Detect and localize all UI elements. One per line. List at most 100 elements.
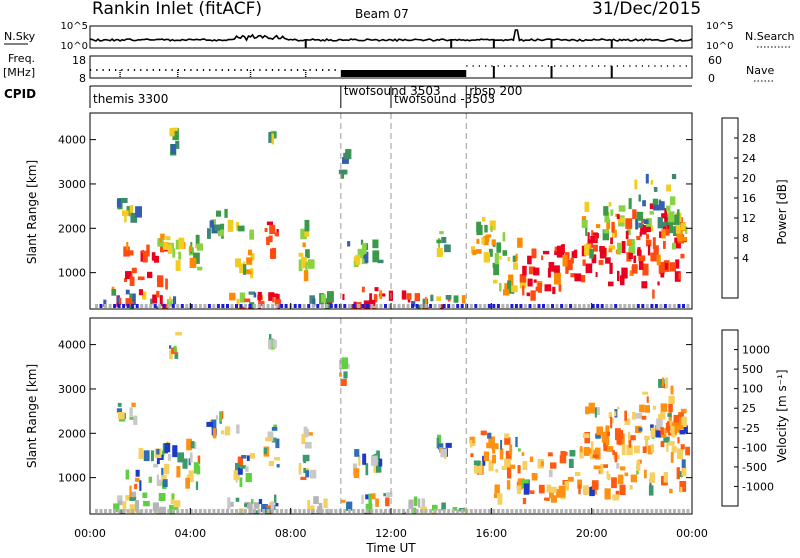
x-tick-label: 00:00: [74, 527, 106, 540]
ground-cell: [235, 304, 238, 308]
ground-cell: [258, 304, 261, 308]
scatter-cell: [493, 280, 498, 284]
ground-cell: [659, 509, 662, 513]
ground-cell: [655, 304, 658, 308]
scatter-cell: [559, 285, 562, 292]
ground-cell: [551, 304, 554, 308]
ground-cell: [100, 304, 103, 308]
scatter-cell: [270, 249, 273, 258]
scatter-cell: [227, 497, 230, 509]
scatter-cell: [118, 412, 125, 419]
scatter-cell: [258, 292, 262, 300]
ground-cell: [529, 509, 532, 513]
ground-cell: [348, 509, 351, 513]
beam-title: Beam 07: [355, 7, 409, 21]
scatter-cell: [402, 290, 407, 299]
colorbar-tick-label: 25: [742, 402, 756, 415]
ground-cell: [231, 509, 234, 513]
scatter-cell: [341, 500, 346, 503]
scatter-cell: [509, 445, 512, 456]
scatter-cell: [265, 228, 268, 232]
scatter-cell: [305, 220, 310, 232]
ground-cell: [501, 304, 504, 308]
scatter-cell: [571, 258, 574, 264]
noise-tick-bottom-right: 10^0: [706, 41, 733, 52]
ground-cell: [298, 509, 301, 513]
scatter-cell: [599, 470, 601, 474]
ground-cell: [542, 304, 545, 308]
scatter-cell: [671, 434, 675, 438]
scatter-cell: [254, 502, 260, 509]
scatter-cell: [496, 242, 501, 252]
ground-cell: [231, 304, 234, 308]
ground-cell: [258, 509, 261, 513]
ground-cell: [456, 304, 459, 308]
colorbar-tick-label: -500: [742, 461, 767, 474]
scatter-cell: [622, 241, 626, 253]
scatter-cell: [657, 282, 659, 286]
scatter-cell: [668, 404, 673, 412]
ground-cell: [285, 509, 288, 513]
ground-cell: [118, 509, 121, 513]
colorbar-tick-label: 1000: [742, 344, 770, 357]
scatter-cell: [339, 170, 345, 175]
scatter-cell: [305, 470, 309, 477]
ground-cell: [470, 304, 473, 308]
ground-cell: [637, 509, 640, 513]
colorbar-frame: [722, 330, 738, 506]
scatter-cell: [562, 244, 565, 253]
scatter-cell: [135, 478, 140, 482]
scatter-cell: [130, 277, 135, 286]
scatter-cell: [206, 422, 213, 427]
scatter-cell: [523, 498, 526, 504]
scatter-cell: [591, 441, 594, 449]
y-tick-label: 1000: [58, 472, 86, 485]
scatter-cell: [581, 275, 586, 282]
ground-cell: [659, 304, 662, 308]
ground-cell: [199, 304, 202, 308]
ground-cell: [664, 304, 667, 308]
noise-strip-frame: [90, 26, 692, 48]
ground-cell: [203, 509, 206, 513]
scatter-cell: [639, 405, 645, 413]
scatter-cell: [383, 493, 386, 496]
ground-cell: [109, 509, 112, 513]
ground-cell: [492, 304, 495, 308]
ground-cell: [334, 304, 337, 308]
scatter-cell: [236, 498, 240, 502]
scatter-cell: [549, 262, 555, 272]
ground-cell: [330, 304, 333, 308]
scatter-cell: [653, 237, 656, 249]
ground-cell: [632, 304, 635, 308]
scatter-cell: [676, 224, 681, 234]
cpid-label: CPID: [4, 87, 36, 101]
scatter-cell: [343, 153, 347, 160]
ground-cell: [316, 509, 319, 513]
colorbar-tick-label: 24: [742, 152, 756, 165]
scatter-cell: [670, 196, 676, 205]
scatter-cell: [306, 429, 309, 437]
ground-cell: [167, 509, 170, 513]
scatter-cell: [169, 345, 171, 349]
scatter-cell: [484, 452, 489, 462]
scatter-cell: [487, 433, 491, 439]
scatter-cell: [138, 277, 145, 281]
ground-cell: [560, 509, 563, 513]
scatter-cell: [527, 256, 532, 265]
scatter-cell: [269, 225, 275, 234]
scatter-cell: [560, 455, 567, 463]
scatter-cell: [611, 222, 614, 233]
scatter-cell: [321, 294, 326, 303]
scatter-cell: [170, 128, 175, 136]
power-colorbar-swatches: [722, 118, 738, 298]
ground-cell: [393, 304, 396, 308]
scatter-cell: [415, 293, 420, 301]
ground-cell: [488, 509, 491, 513]
freq-trace: [90, 66, 687, 78]
ground-cell: [370, 509, 373, 513]
scatter-cell: [239, 263, 243, 273]
scatter-cell: [362, 287, 365, 293]
scatter-cell: [361, 495, 363, 504]
